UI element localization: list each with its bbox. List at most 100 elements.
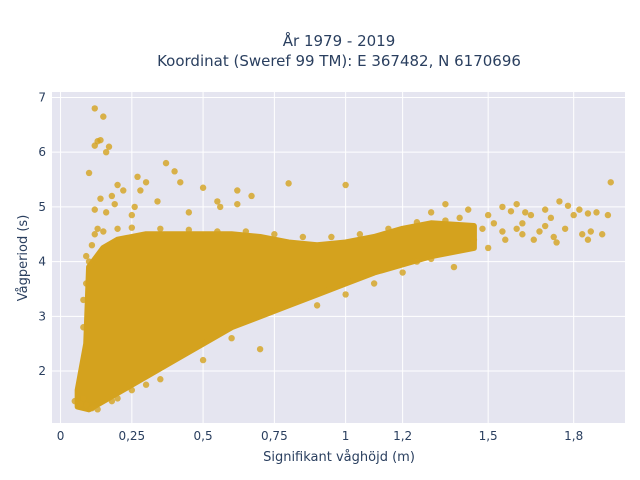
data-point xyxy=(584,210,592,217)
data-point xyxy=(131,203,138,211)
data-point xyxy=(561,225,569,232)
x-axis-ticks: 0 0,25 0,5 0,75 1 1,2 1,5 1,8 xyxy=(57,429,584,443)
data-point xyxy=(114,395,121,402)
data-point xyxy=(507,208,515,215)
data-point xyxy=(171,168,178,175)
data-point xyxy=(80,395,87,402)
data-point xyxy=(342,181,349,189)
data-point xyxy=(214,228,221,235)
data-point xyxy=(462,222,469,230)
data-point xyxy=(91,105,98,112)
data-point xyxy=(88,405,96,412)
data-point xyxy=(256,345,264,353)
data-point xyxy=(85,169,93,177)
data-point xyxy=(91,206,98,213)
data-point xyxy=(442,200,449,208)
data-point xyxy=(285,180,292,187)
data-point xyxy=(248,192,255,200)
data-point xyxy=(111,200,118,208)
data-point xyxy=(427,255,435,263)
x-tick-label: 0,5 xyxy=(194,429,213,443)
data-point xyxy=(162,159,170,167)
data-point xyxy=(499,228,506,235)
data-point xyxy=(399,269,406,276)
data-point xyxy=(142,179,150,186)
data-point xyxy=(228,334,235,342)
data-point xyxy=(564,202,572,209)
y-tick-label: 3 xyxy=(38,309,46,323)
data-point xyxy=(157,225,164,232)
data-point xyxy=(530,236,537,243)
data-point xyxy=(97,195,104,202)
data-point xyxy=(342,291,349,298)
data-point xyxy=(128,224,136,231)
data-point xyxy=(513,225,520,232)
data-point xyxy=(576,206,583,213)
data-point xyxy=(450,263,458,271)
data-point xyxy=(541,206,549,213)
data-point xyxy=(137,187,144,194)
data-point xyxy=(114,181,121,189)
data-point xyxy=(541,222,549,230)
y-tick-label: 6 xyxy=(38,145,46,159)
data-point xyxy=(94,406,101,413)
x-tick-label: 0 xyxy=(57,429,65,443)
data-point xyxy=(83,252,90,260)
data-point xyxy=(456,214,463,222)
data-point xyxy=(177,179,184,186)
data-point xyxy=(519,231,526,238)
data-point xyxy=(584,236,592,243)
y-axis-ticks: 2 3 4 5 6 7 xyxy=(38,90,46,378)
data-point xyxy=(91,142,98,149)
data-point xyxy=(102,209,110,216)
x-axis-title: Signifikant våghöjd (m) xyxy=(263,450,415,465)
x-tick-label: 0,25 xyxy=(118,429,145,443)
data-point xyxy=(154,198,161,205)
data-point xyxy=(553,239,560,246)
data-point xyxy=(356,231,364,238)
data-point xyxy=(134,173,141,181)
data-point xyxy=(465,206,472,213)
data-point xyxy=(413,258,421,265)
data-point xyxy=(128,211,136,219)
data-point xyxy=(71,397,79,405)
data-point xyxy=(108,192,116,200)
y-tick-label: 5 xyxy=(38,200,46,214)
data-point xyxy=(85,258,93,265)
data-point xyxy=(185,209,193,216)
x-tick-label: 1,8 xyxy=(564,429,583,443)
data-point xyxy=(83,401,90,409)
data-point xyxy=(199,184,207,191)
data-point xyxy=(102,148,110,156)
data-point xyxy=(142,381,150,388)
x-tick-label: 0,75 xyxy=(261,429,288,443)
data-point xyxy=(77,400,84,408)
data-point xyxy=(128,386,136,394)
data-point xyxy=(413,219,421,226)
data-point xyxy=(157,376,164,383)
data-point xyxy=(234,200,241,208)
data-point xyxy=(604,211,612,219)
density-band xyxy=(74,220,477,413)
data-point xyxy=(105,143,113,150)
data-point xyxy=(214,198,221,205)
data-point xyxy=(108,397,116,405)
x-tick-label: 1,2 xyxy=(393,429,412,443)
data-point xyxy=(484,211,492,219)
data-point xyxy=(234,187,241,194)
data-point xyxy=(522,209,529,216)
y-tick-label: 4 xyxy=(38,255,46,269)
data-point xyxy=(94,225,101,232)
data-point xyxy=(114,225,121,232)
data-point xyxy=(91,231,98,238)
data-point xyxy=(427,209,435,216)
data-point xyxy=(550,233,557,241)
dense-point-cloud xyxy=(74,220,477,413)
data-point xyxy=(370,280,378,287)
data-point xyxy=(185,226,193,234)
data-point xyxy=(490,220,498,227)
data-point xyxy=(97,136,104,144)
data-point xyxy=(527,211,535,219)
x-tick-label: 1,5 xyxy=(479,429,498,443)
y-axis-title: Vågperiod (s) xyxy=(16,215,31,302)
